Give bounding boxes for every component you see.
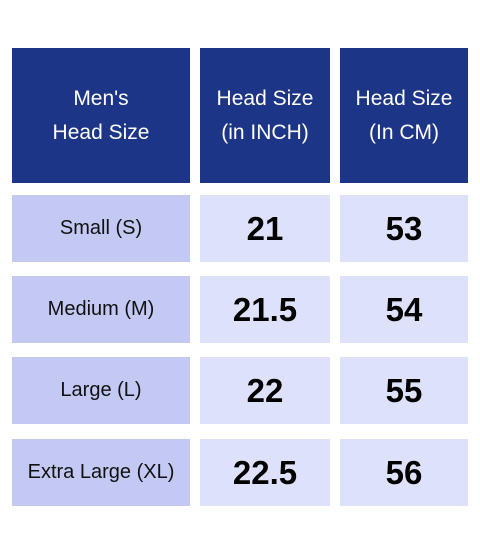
size-value: 53: [385, 209, 423, 247]
value-cell: 56: [340, 439, 468, 506]
value-cell: 22.5: [200, 439, 330, 506]
size-value: 55: [385, 371, 423, 409]
size-value: 21.5: [232, 290, 298, 328]
row-label: Large (L): [60, 379, 142, 401]
row-label-cell: Extra Large (XL): [12, 439, 190, 506]
header-text: Men's: [73, 86, 129, 110]
row-label-cell: Large (L): [12, 357, 190, 424]
value-cell: 21: [200, 195, 330, 262]
size-value: 54: [385, 290, 423, 328]
value-cell: 53: [340, 195, 468, 262]
header-cell: Head Size (In CM): [340, 48, 468, 183]
value-cell: 21.5: [200, 276, 330, 343]
header-text: (in INCH): [221, 120, 309, 144]
value-cell: 55: [340, 357, 468, 424]
header-cell: Men's Head Size: [12, 48, 190, 183]
row-label: Small (S): [59, 217, 143, 239]
header-text: Head Size: [355, 86, 453, 110]
row-label: Medium (M): [47, 298, 155, 320]
row-label-cell: Small (S): [12, 195, 190, 262]
row-label-cell: Medium (M): [12, 276, 190, 343]
size-value: 21: [246, 209, 284, 247]
size-value: 22.5: [232, 453, 298, 491]
size-value: 56: [385, 453, 423, 491]
value-cell: 54: [340, 276, 468, 343]
size-value: 22: [246, 371, 284, 409]
value-cell: 22: [200, 357, 330, 424]
header-cell: Head Size (in INCH): [200, 48, 330, 183]
header-text: (In CM): [369, 120, 439, 144]
header-text: Head Size: [216, 86, 314, 110]
row-label: Extra Large (XL): [27, 461, 175, 483]
header-text: Head Size: [52, 120, 150, 144]
